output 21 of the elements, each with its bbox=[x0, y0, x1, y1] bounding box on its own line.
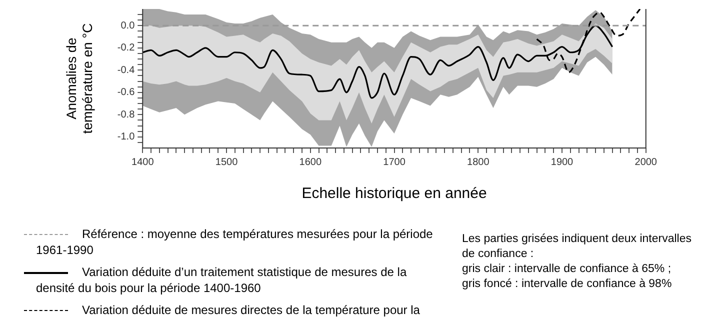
text: Les parties grisées indiquent deux intervalles de confiance : bbox=[462, 232, 692, 262]
x-tick-label: 1700 bbox=[383, 156, 406, 168]
y-tick-label: -1.0 bbox=[117, 132, 136, 143]
y-tick-label: -0.4 bbox=[117, 64, 136, 76]
y-tick-label: 0.0 bbox=[120, 20, 136, 32]
text: gris foncé : intervalle de confiance à 98% bbox=[462, 277, 673, 292]
x-tick-label: 1600 bbox=[299, 156, 322, 168]
y-tick-label: -0.8 bbox=[117, 109, 136, 120]
legend-label: Variation déduite d’un traitement statistique de mesures de la densité du bois pour la période 1400-1960 bbox=[36, 265, 407, 295]
x-tick-label: 1500 bbox=[215, 156, 238, 168]
x-tick-label: 1800 bbox=[467, 156, 490, 168]
text: gris clair : intervalle de confiance à 65% ; bbox=[462, 262, 672, 277]
x-tick-label: 1900 bbox=[550, 156, 574, 168]
y-axis-title: Anomalies de température en °C bbox=[64, 23, 96, 134]
x-tick-label: 2000 bbox=[634, 156, 658, 168]
legend-label: Référence : moyenne des températures mesurées pour la période 1961-1990 bbox=[36, 227, 433, 257]
legend-label: Variation déduite de mesures directes de la température pour la bbox=[82, 303, 420, 317]
y-tick-label: -0.2 bbox=[117, 42, 136, 54]
x-tick-label: 1400 bbox=[132, 156, 154, 168]
x-axis-title: Echelle historique en année bbox=[302, 185, 487, 202]
y-tick-label: -0.6 bbox=[117, 87, 136, 98]
